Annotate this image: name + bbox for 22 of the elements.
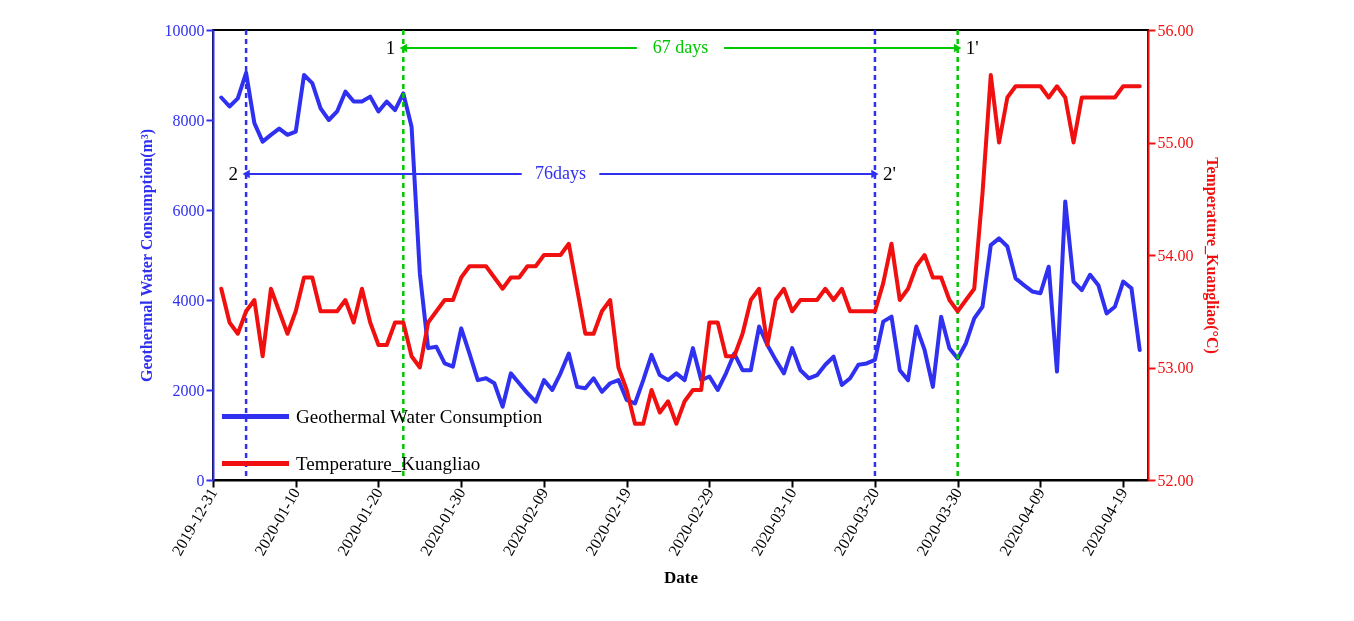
legend-label: Geothermal Water Consumption [296,405,543,427]
legend-label: Temperature_Kuangliao [296,452,481,474]
annotation: 67 days [652,37,709,57]
ref-line-label: 1 [385,37,396,58]
annotation: 76days [535,163,587,183]
y2-tick-label: 56.00 [1157,21,1194,39]
x-axis-title: Date [664,568,699,588]
ref-line-label: 1' [965,37,979,58]
y2-tick-label: 52.00 [1157,471,1194,489]
y-tick-label: 0 [196,471,205,489]
y-tick-label: 4000 [172,291,205,309]
y2-tick-label: 53.00 [1157,359,1194,376]
y-tick-label: 6000 [172,201,205,219]
y-axis-title: Geothermal Water Consumption(m³) [137,128,156,383]
y-tick-label: 8000 [172,111,205,129]
ref-line-label: 2' [882,163,896,184]
ref-line-label: 2 [228,163,239,184]
y2-tick-label: 54.00 [1157,246,1194,264]
y2-tick-label: 55.00 [1157,134,1194,151]
y2-axis-title: Temperature_Kuangliao(°C) [1202,157,1221,354]
y-tick-label: 2000 [172,381,205,399]
y-tick-label: 10000 [164,21,205,39]
